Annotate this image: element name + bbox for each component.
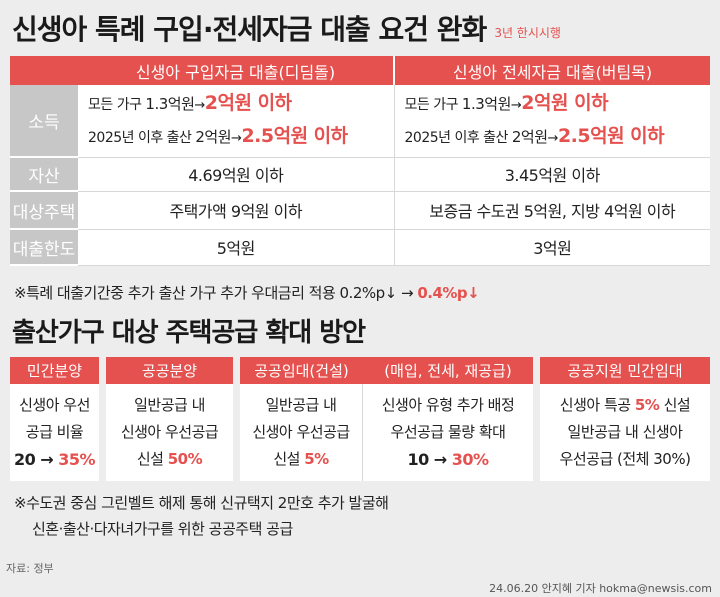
box-header: 공공임대(건설) (매입, 전세, 재공급): [240, 357, 533, 384]
value-prefix: 신설: [273, 450, 305, 468]
value-old: 10 →: [407, 450, 452, 469]
box-line: 우선공급 (전체 30%): [559, 450, 691, 468]
income-line-prefix: 모든 가구: [88, 96, 146, 113]
value-new: 5%: [634, 396, 660, 414]
box-line: 일반공급 내: [265, 396, 337, 414]
arrow-icon: →: [231, 130, 242, 146]
box-line: 공급 비율: [25, 423, 84, 441]
column-header-jeonse: 신생아 전세자금 대출(버팀목): [394, 56, 710, 85]
table-row-limit: 대출한도 5억원 3억원: [10, 229, 710, 266]
income-old-value: 1.3억원: [145, 94, 195, 113]
income-new-value: 2.5억원 이하: [557, 124, 665, 147]
house-jeonse-cell: 보증금 수도권 5억원, 지방 4억원 이하: [394, 191, 710, 230]
page-title: 신생아 특례 구입·전세자금 대출 요건 완화: [12, 13, 487, 46]
limit-jeonse-cell: 3억원: [394, 229, 710, 266]
value-new: 50%: [167, 450, 203, 468]
box-public-sale: 공공분양 일반공급 내 신생아 우선공급 신설 50%: [106, 357, 233, 481]
box-body: 신생아 우선 공급 비율 20 → 35%: [10, 384, 99, 481]
income-line-prefix: 모든 가구: [404, 96, 462, 113]
value-new: 30%: [451, 450, 489, 469]
source-label: 자료: 정부: [6, 562, 54, 575]
greenbelt-note-line1: ※수도권 중심 그린벨트 해제 통해 신규택지 2만호 추가 발굴해: [14, 494, 389, 512]
box-line: 일반공급 내: [134, 396, 205, 414]
rental-purchase-body: 신생아 유형 추가 배정 우선공급 물량 확대 10 → 30%: [363, 384, 533, 481]
table-corner: [10, 56, 78, 85]
box-private-rental: 공공지원 민간임대 신생아 특공 5% 신설 일반공급 내 신생아 우선공급 (…: [540, 357, 710, 481]
income-line-prefix: 2025년 이후 출산: [404, 129, 512, 146]
arrow-icon: →: [194, 97, 205, 113]
income-old-value: 1.3억원: [461, 94, 511, 113]
row-label-house: 대상주택: [10, 191, 78, 230]
house-purchase-cell: 주택가액 9억원 이하: [78, 191, 395, 230]
box-private-sale: 민간분양 신생아 우선 공급 비율 20 → 35%: [10, 357, 99, 481]
row-label-limit: 대출한도: [10, 229, 78, 266]
income-new-value: 2.5억원 이하: [241, 124, 348, 147]
box-body: 일반공급 내 신생아 우선공급 신설 50%: [106, 384, 233, 481]
table-row-asset: 자산 4.69억원 이하 3.45억원 이하: [10, 157, 710, 192]
income-births-2025: 2025년 이후 출산 2억원→2.5억원 이하: [78, 121, 394, 154]
table-row-income: 소득 모든 가구 1.3억원→2억원 이하 2025년 이후 출산 2억원→2.…: [10, 85, 711, 158]
box-line: 신생아 유형 추가 배정: [381, 396, 515, 414]
box-value: 신설 50%: [136, 446, 203, 473]
rate-note-highlight: 0.4%p↓: [417, 284, 480, 302]
value-new: 5%: [304, 450, 329, 468]
box-line: 우선공급 물량 확대: [390, 423, 506, 441]
greenbelt-note: ※수도권 중심 그린벨트 해제 통해 신규택지 2만호 추가 발굴해 신혼·출산…: [14, 490, 389, 542]
rate-note: ※특례 대출기간중 추가 출산 가구 추가 우대금리 적용 0.2%p↓ → 0…: [14, 282, 480, 303]
value-prefix: 신생아 특공: [559, 396, 635, 414]
value-old: 20 →: [13, 450, 59, 469]
table-header-row: 신생아 구입자금 대출(디딤돌) 신생아 전세자금 대출(버팀목): [10, 56, 710, 85]
box-header: 민간분양: [10, 357, 99, 384]
loan-conditions-table: 신생아 구입자금 대출(디딤돌) 신생아 전세자금 대출(버팀목) 소득 모든 …: [10, 56, 710, 266]
header: 신생아 특례 구입·전세자금 대출 요건 완화 3년 한시시행: [12, 6, 708, 50]
income-all-households: 모든 가구 1.3억원→2억원 이하: [78, 88, 394, 121]
column-header-purchase: 신생아 구입자금 대출(디딤돌): [78, 56, 395, 85]
box-value: 10 → 30%: [407, 446, 489, 473]
box-public-rental: 공공임대(건설) (매입, 전세, 재공급) 일반공급 내 신생아 우선공급 신…: [240, 357, 533, 481]
box-body: 신생아 특공 5% 신설 일반공급 내 신생아 우선공급 (전체 30%): [540, 384, 710, 481]
value-prefix: 신설: [136, 450, 168, 468]
box-value: 신설 5%: [273, 446, 329, 473]
asset-purchase-cell: 4.69억원 이하: [78, 157, 395, 192]
arrow-icon: →: [547, 130, 559, 146]
income-all-households: 모든 가구 1.3억원→2억원 이하: [395, 88, 711, 121]
title-note: 3년 한시시행: [494, 25, 561, 40]
table-row-house: 대상주택 주택가액 9억원 이하 보증금 수도권 5억원, 지방 4억원 이하: [10, 191, 710, 230]
row-label-asset: 자산: [10, 157, 78, 192]
box-line: 신생아 우선공급: [252, 423, 350, 441]
arrow-icon: →: [510, 97, 522, 113]
credit-label: 24.06.20 안지혜 기자 hokma@newsis.com: [489, 582, 712, 595]
income-purchase-cell: 모든 가구 1.3억원→2억원 이하 2025년 이후 출산 2억원→2.5억원…: [78, 85, 395, 158]
box-line: 신생아 우선공급: [120, 423, 219, 441]
income-new-value: 2억원 이하: [521, 91, 609, 114]
rate-note-text: ※특례 대출기간중 추가 출산 가구 추가 우대금리 적용 0.2%p↓ →: [14, 284, 418, 302]
box-line: 신생아 특공 5% 신설: [559, 392, 691, 419]
income-old-value: 2억원: [195, 127, 232, 146]
greenbelt-note-line2: 신혼·출산·다자녀가구를 위한 공공주택 공급: [32, 520, 293, 538]
box-body: 일반공급 내 신생아 우선공급 신설 5% 신생아 유형 추가 배정 우선공급 …: [240, 384, 533, 481]
section-title: 출산가구 대상 주택공급 확대 방안: [12, 318, 366, 348]
value-suffix: 신설: [659, 396, 691, 414]
row-label-income: 소득: [10, 85, 78, 158]
box-header: 공공지원 민간임대: [540, 357, 710, 384]
asset-jeonse-cell: 3.45억원 이하: [394, 157, 710, 192]
supply-boxes: 민간분양 신생아 우선 공급 비율 20 → 35% 공공분양 일반공급 내 신…: [10, 357, 710, 481]
box-header: 공공분양: [106, 357, 233, 384]
box-header-right: (매입, 전세, 재공급): [384, 362, 512, 380]
box-line: 일반공급 내 신생아: [567, 423, 683, 441]
box-line: 신생아 우선: [19, 396, 90, 414]
income-line-prefix: 2025년 이후 출산: [88, 129, 196, 146]
income-births-2025: 2025년 이후 출산 2억원→2.5억원 이하: [395, 121, 711, 154]
value-new: 35%: [58, 450, 96, 469]
rental-built-body: 일반공급 내 신생아 우선공급 신설 5%: [240, 384, 363, 481]
limit-purchase-cell: 5억원: [78, 229, 395, 266]
box-header-left: 공공임대(건설): [254, 362, 349, 380]
income-jeonse-cell: 모든 가구 1.3억원→2억원 이하 2025년 이후 출산 2억원→2.5억원…: [394, 85, 711, 158]
box-value: 20 → 35%: [13, 446, 96, 473]
income-new-value: 2억원 이하: [204, 91, 292, 114]
income-old-value: 2억원: [511, 127, 548, 146]
